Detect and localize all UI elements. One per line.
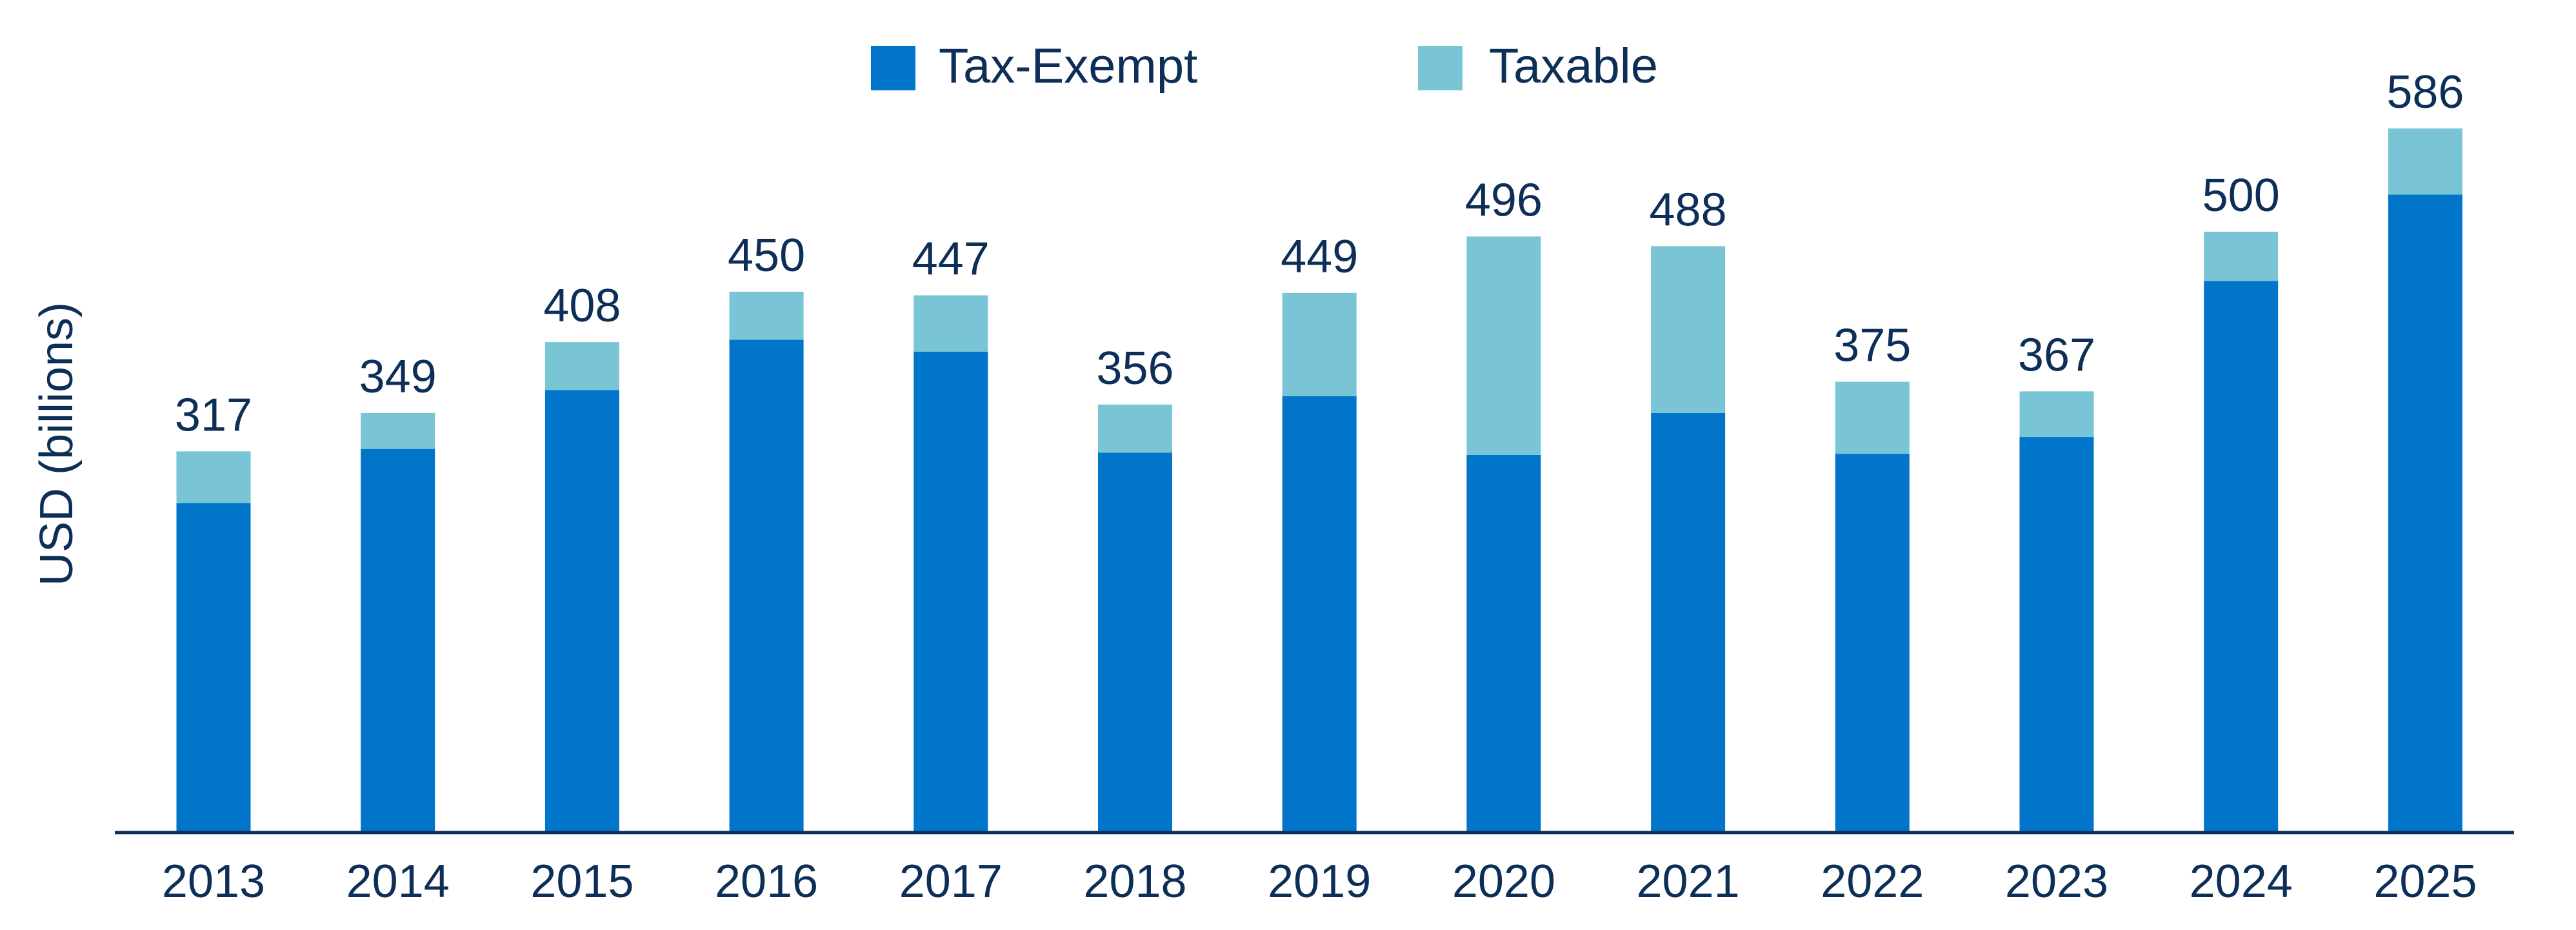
bar-taxable-2021: [1651, 246, 1726, 413]
total-label-2024: 500: [2202, 170, 2280, 221]
total-label-2021: 488: [1650, 184, 1727, 236]
bar-taxable-2014: [361, 412, 435, 449]
total-label-2017: 447: [912, 234, 990, 285]
x-tick-label-2013: 2013: [162, 856, 265, 907]
x-tick-label-2025: 2025: [2373, 856, 2477, 907]
x-tick-label-2019: 2019: [1268, 856, 1371, 907]
bar-tax-exempt-2018: [1098, 452, 1172, 832]
x-tick-label-2020: 2020: [1452, 856, 1555, 907]
x-tick-label-2014: 2014: [346, 856, 450, 907]
bar-taxable-2022: [1835, 381, 1910, 454]
total-label-2023: 367: [2018, 329, 2095, 381]
x-tick-label-2023: 2023: [2005, 856, 2108, 907]
x-tick-label-2022: 2022: [1821, 856, 1924, 907]
x-tick-label-2015: 2015: [530, 856, 634, 907]
total-label-2022: 375: [1833, 320, 1911, 372]
bar-tax-exempt-2022: [1835, 454, 1910, 832]
bar-taxable-2025: [2388, 128, 2462, 195]
x-tick-label-2016: 2016: [715, 856, 818, 907]
bar-tax-exempt-2016: [729, 339, 804, 832]
bar-tax-exempt-2020: [1466, 454, 1541, 832]
bar-tax-exempt-2013: [176, 503, 251, 832]
legend-label-tax-exempt: Tax-Exempt: [939, 39, 1197, 94]
bar-taxable-2017: [914, 295, 988, 352]
bar-taxable-2023: [2019, 391, 2094, 438]
bar-tax-exempt-2025: [2388, 194, 2462, 833]
bar-taxable-2016: [729, 292, 804, 340]
legend-swatch-tax-exempt: [871, 46, 915, 90]
legend-swatch-taxable: [1418, 46, 1463, 90]
bar-tax-exempt-2023: [2019, 437, 2094, 832]
total-label-2015: 408: [543, 280, 621, 332]
legend-label-taxable: Taxable: [1489, 39, 1658, 94]
bar-tax-exempt-2024: [2204, 281, 2279, 832]
total-label-2025: 586: [2386, 66, 2464, 118]
total-label-2018: 356: [1096, 343, 1173, 394]
x-tick-label-2021: 2021: [1637, 856, 1740, 907]
total-label-2013: 317: [175, 389, 252, 441]
total-label-2014: 349: [359, 351, 437, 403]
total-label-2016: 450: [728, 230, 805, 281]
bar-taxable-2019: [1282, 292, 1357, 396]
x-tick-label-2017: 2017: [899, 856, 1003, 907]
bar-taxable-2013: [176, 451, 251, 503]
y-axis-label: USD (billions): [31, 302, 83, 586]
bar-taxable-2024: [2204, 232, 2279, 281]
bar-tax-exempt-2017: [914, 352, 988, 832]
total-label-2020: 496: [1465, 174, 1543, 226]
bar-tax-exempt-2019: [1282, 396, 1357, 832]
bar-tax-exempt-2015: [544, 390, 619, 832]
bar-tax-exempt-2014: [361, 449, 435, 832]
bar-taxable-2020: [1466, 236, 1541, 455]
bar-taxable-2018: [1098, 404, 1172, 453]
bar-taxable-2015: [544, 342, 619, 390]
legend: Tax-Exempt Taxable: [871, 39, 1658, 94]
x-tick-label-2024: 2024: [2190, 856, 2293, 907]
x-tick-label-2018: 2018: [1083, 856, 1186, 907]
total-label-2019: 449: [1281, 231, 1358, 283]
bar-tax-exempt-2021: [1651, 412, 1726, 832]
